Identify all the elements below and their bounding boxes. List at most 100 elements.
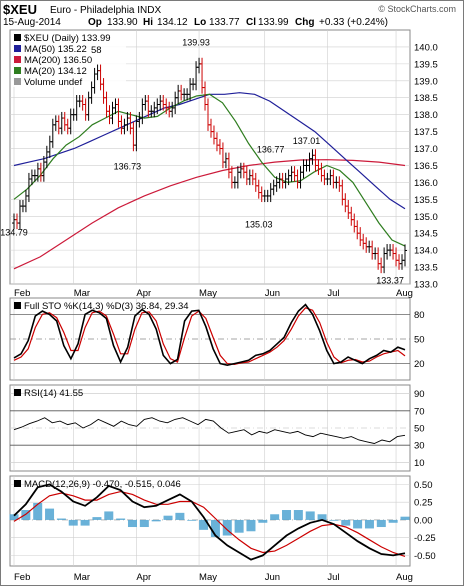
rsi-y-tick: 70 xyxy=(414,406,425,417)
macd-histogram-bar xyxy=(246,519,256,532)
op-value: 133.90 xyxy=(107,17,138,28)
legend-swatch-ma200 xyxy=(14,56,21,63)
price-bar xyxy=(23,189,28,213)
macd-histogram-bar xyxy=(56,518,66,520)
price-bar xyxy=(382,247,387,274)
price-y-tick: 136.5 xyxy=(414,161,438,172)
price-bar xyxy=(292,166,297,182)
sto-y-tick: 20 xyxy=(414,359,425,370)
x-tick-label: Aug xyxy=(396,572,413,583)
price-y-tick: 139.0 xyxy=(414,76,438,87)
price-bar xyxy=(391,244,396,260)
macd-histogram-bar xyxy=(92,517,102,520)
legend-swatch-ma20 xyxy=(14,67,21,74)
price-legend: $XEU (Daily) 133.99 MA(50) 135.22 58 MA(… xyxy=(11,31,126,88)
price-bar xyxy=(295,169,300,189)
price-bar xyxy=(337,176,342,192)
price-bar xyxy=(188,78,193,101)
macd-histogram-bar xyxy=(68,519,78,526)
price-bar xyxy=(65,118,70,135)
price-marks: 134.79 139.93 136.73 135.03 136.77 137.01 133.… xyxy=(0,37,407,285)
legend-background xyxy=(11,31,126,87)
price-bar xyxy=(400,254,405,270)
macd-histogram-bar xyxy=(376,519,386,528)
price-y-tick: 138.5 xyxy=(414,93,438,104)
price-bar xyxy=(259,186,264,203)
price-bar xyxy=(131,122,136,152)
macd-histogram-bar xyxy=(270,514,280,520)
price-bar xyxy=(220,142,225,169)
lo-value: 133.77 xyxy=(209,17,240,28)
price-bar xyxy=(217,139,222,155)
macd-histogram-bar xyxy=(353,519,363,529)
price-bar xyxy=(316,159,321,175)
rsi-y-tick: 10 xyxy=(414,458,425,469)
macd-swatch xyxy=(14,480,21,487)
price-bar xyxy=(340,179,345,206)
price-bar xyxy=(86,91,91,121)
rsi-y-tick: 50 xyxy=(414,424,425,435)
price-y-tick: 133.5 xyxy=(414,263,438,274)
quote-date: 15-Aug-2014 xyxy=(3,17,61,28)
macd-histogram-bar xyxy=(187,519,197,521)
price-bar xyxy=(235,166,240,189)
ma200-line xyxy=(13,159,406,270)
price-bar xyxy=(176,84,181,104)
price-bar xyxy=(247,169,252,186)
macd-panel xyxy=(9,475,411,567)
macd-histogram-bar xyxy=(210,519,220,537)
macd-histogram-bar xyxy=(151,519,161,522)
price-bar xyxy=(59,111,64,135)
price-bar xyxy=(26,172,31,203)
lo-label: Lo xyxy=(194,17,206,28)
macd-y-tick: 0.00 xyxy=(414,515,433,526)
macd-histogram-bar xyxy=(33,502,43,520)
price-y-tick: 134.0 xyxy=(414,246,438,257)
sto-swatch xyxy=(14,302,21,309)
x-tick-label: Feb xyxy=(14,288,30,299)
sto-title: Full STO %K(14,3) %D(3) 36.84, 29.34 xyxy=(24,301,189,312)
price-bar xyxy=(241,162,246,179)
price-bar xyxy=(197,57,202,74)
x-tick-label: Jun xyxy=(265,572,280,583)
hi-label: Hi xyxy=(143,17,153,28)
macd-title: MACD(12,26,9) -0.470, -0.515, 0.046 xyxy=(24,479,181,490)
symbol-title: $XEU xyxy=(3,2,37,17)
price-bar xyxy=(116,98,121,128)
x-tick-label: Jul xyxy=(327,572,339,583)
rsi-line xyxy=(13,417,406,444)
ma20-line xyxy=(13,93,406,247)
price-bar xyxy=(397,254,402,270)
legend-ma50: MA(50) 135.22 xyxy=(24,44,87,55)
legend-ma20: MA(20) 134.12 xyxy=(24,66,87,77)
axis-labels: Feb Feb Mar Mar Apr Apr May May Jun Jun Jul Jul Aug A… xyxy=(14,42,438,583)
price-bar xyxy=(140,98,145,125)
macd-histogram-bar xyxy=(282,510,292,520)
price-bar xyxy=(104,91,109,118)
price-bar xyxy=(379,257,384,274)
price-y-tick: 134.5 xyxy=(414,229,438,240)
watermark: © StockCharts.com xyxy=(378,4,456,14)
price-bar xyxy=(307,152,312,172)
price-bar xyxy=(143,95,148,111)
price-bar xyxy=(47,135,52,159)
macd-histogram-bar xyxy=(9,514,19,520)
price-bar xyxy=(170,101,175,118)
x-tick-label: Jun xyxy=(265,288,280,299)
macd-histogram-bar xyxy=(305,511,315,520)
x-tick-label: Feb xyxy=(14,572,30,583)
chg-value: +0.33 (+0.24%) xyxy=(319,17,388,28)
price-annotation: 136.77 xyxy=(257,144,285,154)
x-tick-label: Mar xyxy=(74,288,90,299)
macd-histogram-bar xyxy=(175,512,185,520)
price-bar xyxy=(74,95,79,121)
legend-price: $XEU (Daily) 133.99 xyxy=(24,33,111,44)
chg-label: Chg xyxy=(295,17,314,28)
price-annotation: 133.37 xyxy=(376,275,404,285)
x-tick-label: Mar xyxy=(74,572,90,583)
rsi-y-tick: 30 xyxy=(414,441,425,452)
price-bar xyxy=(194,61,199,91)
macd-histogram-bar xyxy=(317,514,327,520)
macd-histogram-bar xyxy=(234,519,244,533)
